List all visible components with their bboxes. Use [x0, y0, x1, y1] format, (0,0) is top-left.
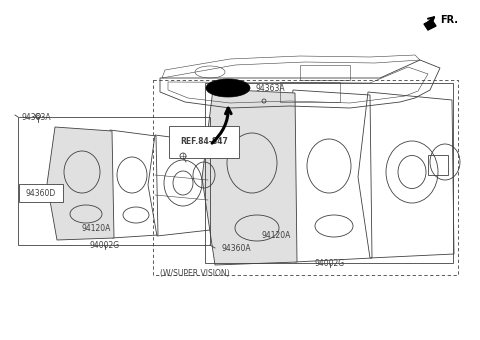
Bar	[205, 83, 453, 263]
Text: 94360D: 94360D	[26, 188, 56, 198]
Polygon shape	[47, 127, 114, 240]
Text: (W/SUPER VISION): (W/SUPER VISION)	[160, 269, 229, 278]
Text: FR.: FR.	[440, 15, 458, 25]
Bar	[280, 82, 340, 102]
Bar	[300, 65, 350, 80]
Bar	[153, 80, 458, 275]
Text: 94363A: 94363A	[255, 84, 285, 93]
Bar	[18, 117, 210, 245]
Text: 94120A: 94120A	[262, 231, 291, 240]
Text: 1018AD: 1018AD	[189, 151, 219, 159]
Text: 94002G: 94002G	[90, 241, 120, 250]
Text: 94363A: 94363A	[22, 113, 52, 122]
Text: 94002G: 94002G	[315, 259, 345, 268]
Polygon shape	[424, 20, 436, 30]
Text: 94360A: 94360A	[222, 244, 252, 253]
Text: 94120A: 94120A	[82, 224, 111, 233]
Polygon shape	[202, 89, 297, 265]
FancyBboxPatch shape	[19, 184, 63, 202]
Bar	[428, 155, 448, 175]
Ellipse shape	[206, 79, 250, 97]
Text: REF.84-847: REF.84-847	[180, 137, 228, 147]
